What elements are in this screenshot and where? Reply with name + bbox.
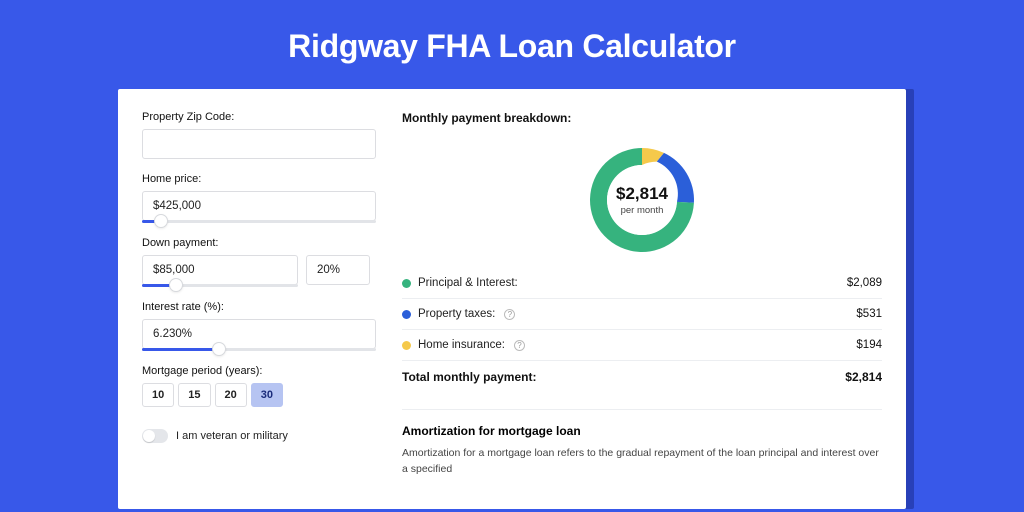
legend-principal: Principal & Interest: $2,089 — [402, 273, 882, 298]
zip-input[interactable] — [142, 129, 376, 159]
down-payment-label: Down payment: — [142, 237, 376, 249]
down-payment-pct-input[interactable] — [306, 255, 370, 285]
legend-label-principal: Principal & Interest: — [418, 277, 518, 289]
page-title: Ridgway FHA Loan Calculator — [0, 0, 1024, 89]
legend-val-taxes: $531 — [856, 308, 882, 320]
donut-chart: $2,814 per month — [402, 135, 882, 273]
form-panel: Property Zip Code: Home price: Down paym… — [118, 89, 394, 509]
interest-slider-thumb[interactable] — [212, 342, 226, 356]
interest-label: Interest rate (%): — [142, 301, 376, 313]
legend-val-principal: $2,089 — [847, 277, 882, 289]
down-payment-slider[interactable] — [142, 284, 298, 287]
legend: Principal & Interest: $2,089 Property ta… — [402, 273, 882, 393]
veteran-toggle[interactable] — [142, 429, 168, 443]
home-price-label: Home price: — [142, 173, 376, 185]
period-buttons: 10 15 20 30 — [142, 383, 376, 407]
legend-label-taxes: Property taxes: — [418, 308, 495, 320]
home-price-slider[interactable] — [142, 220, 376, 223]
period-btn-20[interactable]: 20 — [215, 383, 247, 407]
down-payment-slider-thumb[interactable] — [169, 278, 183, 292]
legend-val-insurance: $194 — [856, 339, 882, 351]
amortization-section: Amortization for mortgage loan Amortizat… — [402, 409, 882, 478]
period-label: Mortgage period (years): — [142, 365, 376, 377]
info-icon[interactable]: ? — [514, 340, 525, 351]
zip-label: Property Zip Code: — [142, 111, 376, 123]
home-price-slider-thumb[interactable] — [154, 214, 168, 228]
home-price-input[interactable] — [142, 191, 376, 221]
amort-heading: Amortization for mortgage loan — [402, 409, 882, 438]
calculator-card: Property Zip Code: Home price: Down paym… — [118, 89, 906, 509]
legend-dot-insurance — [402, 341, 411, 350]
legend-total: Total monthly payment: $2,814 — [402, 360, 882, 393]
period-btn-15[interactable]: 15 — [178, 383, 210, 407]
donut-sub: per month — [621, 205, 664, 216]
period-btn-10[interactable]: 10 — [142, 383, 174, 407]
veteran-label: I am veteran or military — [176, 430, 288, 442]
donut-amount: $2,814 — [616, 184, 668, 204]
total-value: $2,814 — [845, 370, 882, 384]
legend-dot-principal — [402, 279, 411, 288]
amort-text: Amortization for a mortgage loan refers … — [402, 446, 882, 478]
breakdown-panel: Monthly payment breakdown: $2,814 — [394, 89, 906, 509]
interest-slider-fill — [142, 348, 219, 351]
legend-dot-taxes — [402, 310, 411, 319]
period-btn-30[interactable]: 30 — [251, 383, 283, 407]
legend-label-insurance: Home insurance: — [418, 339, 505, 351]
down-payment-input[interactable] — [142, 255, 298, 285]
interest-slider[interactable] — [142, 348, 376, 351]
total-label: Total monthly payment: — [402, 370, 536, 384]
legend-taxes: Property taxes: ? $531 — [402, 298, 882, 329]
breakdown-heading: Monthly payment breakdown: — [402, 111, 882, 125]
legend-insurance: Home insurance: ? $194 — [402, 329, 882, 360]
interest-input[interactable] — [142, 319, 376, 349]
info-icon[interactable]: ? — [504, 309, 515, 320]
donut-center: $2,814 per month — [583, 141, 701, 259]
